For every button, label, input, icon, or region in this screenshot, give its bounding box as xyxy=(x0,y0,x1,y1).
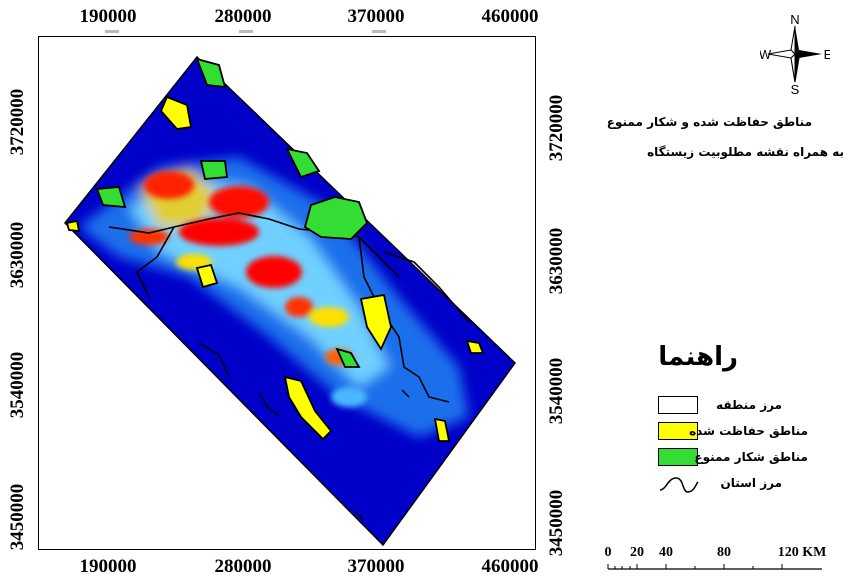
legend-label: مناطق حفاظت شده xyxy=(689,424,808,438)
east-label: E xyxy=(824,47,830,62)
y-tick-right: 3450000 xyxy=(546,489,567,557)
legend-label: مرز منطقه xyxy=(716,398,782,412)
x-tick-top: 370000 xyxy=(347,6,405,27)
x-tick-bottom: 280000 xyxy=(214,556,272,577)
map-title-line1: مناطق حفاظت شده و شکار ممنوع xyxy=(606,115,812,129)
scale-label: 40 xyxy=(659,545,673,560)
legend-label: مرز استان xyxy=(720,476,782,490)
legend-item: مناطق شکار ممنوع xyxy=(658,448,848,468)
scale-label: 20 xyxy=(630,545,644,560)
map-title-line2: به همراه نقشه مطلوبیت زیستگاه xyxy=(647,145,844,159)
scale-label: 0 xyxy=(604,545,612,560)
map-canvas xyxy=(63,55,516,547)
x-tick-top: 460000 xyxy=(481,6,539,27)
legend-swatch-protected xyxy=(658,422,698,440)
y-tick-left: 3630000 xyxy=(7,221,28,289)
scale-label: 120 KM xyxy=(777,545,827,560)
scale-bar xyxy=(600,560,830,574)
no-hunting-areas xyxy=(95,57,369,368)
x-tick-bottom: 370000 xyxy=(347,556,405,577)
y-tick-right: 3540000 xyxy=(546,357,567,425)
legend-swatch-nohunting xyxy=(658,448,698,466)
legend-item: مناطق حفاظت شده xyxy=(658,422,848,442)
legend-swatch-region xyxy=(658,396,698,414)
legend-swatch-province-border xyxy=(659,477,699,493)
protected-areas xyxy=(65,95,485,442)
y-tick-left: 3450000 xyxy=(7,483,28,551)
compass-icon: N S E W xyxy=(759,12,833,97)
y-tick-right: 3630000 xyxy=(546,227,567,295)
province-borders xyxy=(108,212,470,403)
x-tick-bottom: 460000 xyxy=(481,556,539,577)
north-label: N xyxy=(790,12,799,27)
legend-item: مرز منطقه xyxy=(658,396,848,416)
scale-bar-graphic xyxy=(607,564,822,570)
habitat-raster xyxy=(65,57,515,545)
map-frame xyxy=(38,36,536,550)
y-tick-left: 3540000 xyxy=(7,351,28,419)
south-label: S xyxy=(791,82,800,94)
tick-mark xyxy=(239,30,253,33)
legend-label: مناطق شکار ممنوع xyxy=(694,450,808,464)
tick-mark xyxy=(105,30,119,33)
x-tick-top: 280000 xyxy=(214,6,272,27)
x-tick-bottom: 190000 xyxy=(79,556,137,577)
scale-label: 80 xyxy=(717,545,731,560)
x-tick-top: 190000 xyxy=(79,6,137,27)
y-tick-left: 3720000 xyxy=(7,88,28,156)
west-label: W xyxy=(760,47,772,62)
legend-item: مرز استان xyxy=(658,474,848,494)
tick-mark xyxy=(372,30,386,33)
minor-features xyxy=(198,342,410,520)
y-tick-right: 3720000 xyxy=(546,94,567,162)
legend-title: راهنما xyxy=(658,342,738,372)
north-arrow: N S E W xyxy=(759,10,833,97)
